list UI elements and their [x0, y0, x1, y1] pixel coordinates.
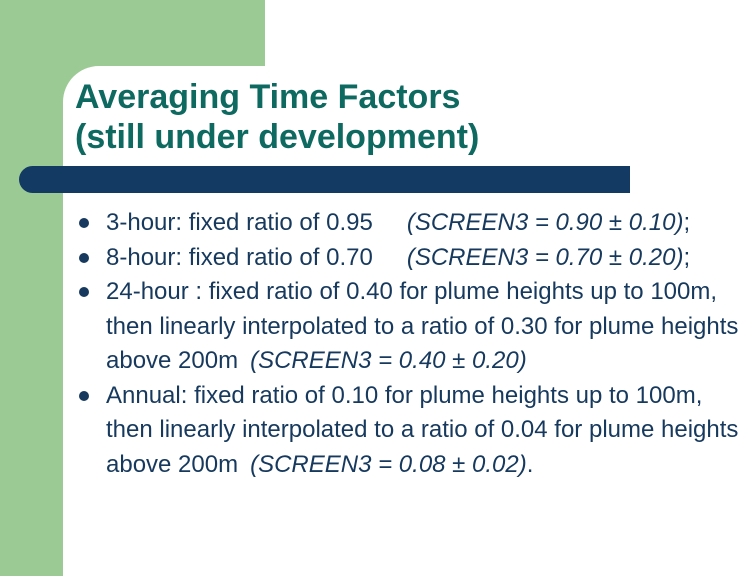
bullet-text-segment: ;	[683, 209, 691, 236]
bullet-marker-icon	[79, 218, 89, 228]
bullet-text-segment: 24-hour : fixed ratio of 0.40 for plume …	[106, 278, 739, 374]
bullet-item: 8-hour: fixed ratio of 0.70 (SCREEN3 = 0.…	[77, 241, 745, 276]
slide-title-line1: Averaging Time Factors	[75, 78, 461, 116]
bullet-item: 24-hour : fixed ratio of 0.40 for plume …	[77, 275, 745, 379]
bullet-text-segment: 8-hour: fixed ratio of 0.70	[106, 243, 373, 271]
screen3-reference-note: (SCREEN3 = 0.40 ± 0.20)	[250, 347, 527, 374]
bullet-text: Annual: fixed ratio of 0.10 for plume he…	[106, 379, 745, 483]
bullet-item: 3-hour: fixed ratio of 0.95 (SCREEN3 = 0.…	[77, 206, 745, 241]
bullet-text-segment: .	[526, 450, 534, 478]
content-panel	[63, 66, 756, 576]
bullet-list: 3-hour: fixed ratio of 0.95 (SCREEN3 = 0.…	[77, 206, 745, 482]
slide-title: Averaging Time Factors (still under deve…	[75, 77, 725, 157]
bullet-marker-icon	[79, 252, 89, 263]
bullet-marker-icon	[79, 390, 89, 401]
bullet-text-segment: ;	[683, 243, 691, 271]
screen3-reference-note: (SCREEN3 = 0.08 ± 0.02)	[250, 450, 527, 478]
bullet-text-segment: Annual: fixed ratio of 0.10 for plume he…	[106, 381, 739, 478]
bullet-text: 8-hour: fixed ratio of 0.70 (SCREEN3 = 0.…	[106, 241, 745, 276]
green-left-column	[0, 0, 63, 576]
bullet-marker-icon	[79, 287, 89, 297]
accent-bar	[19, 166, 630, 193]
bullet-text: 24-hour : fixed ratio of 0.40 for plume …	[106, 275, 745, 379]
slide-title-line2: (still under development)	[75, 118, 480, 156]
screen3-reference-note: (SCREEN3 = 0.70 ± 0.20)	[406, 243, 684, 271]
bullet-item: Annual: fixed ratio of 0.10 for plume he…	[77, 379, 745, 483]
bullet-text: 3-hour: fixed ratio of 0.95 (SCREEN3 = 0.…	[106, 206, 745, 241]
screen3-reference-note: (SCREEN3 = 0.90 ± 0.10)	[406, 209, 684, 236]
bullet-text-segment: 3-hour: fixed ratio of 0.95	[106, 209, 373, 236]
